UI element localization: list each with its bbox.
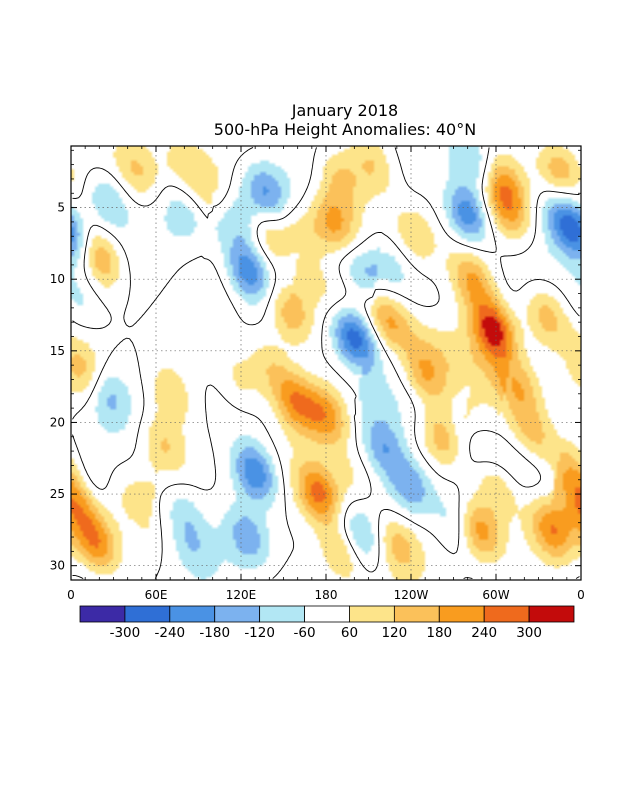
zero-contour-path bbox=[72, 147, 580, 580]
colorbar-label: -300 bbox=[110, 625, 141, 641]
y-tick-label: 25 bbox=[50, 487, 65, 501]
colorbar-swatch bbox=[169, 605, 216, 623]
plot-area bbox=[71, 146, 581, 580]
y-tick-label: 30 bbox=[50, 559, 65, 573]
colorbar-swatch bbox=[79, 605, 126, 623]
colorbar-label: -240 bbox=[154, 625, 185, 641]
colorbar-label: 300 bbox=[516, 625, 542, 641]
y-tick-label: 15 bbox=[50, 344, 65, 358]
chart-title: January 2018 bbox=[291, 101, 398, 120]
grid-lines bbox=[71, 146, 581, 580]
x-tick-label: 60E bbox=[145, 588, 168, 602]
x-tick-label: 120W bbox=[394, 588, 429, 602]
colorbar-swatch bbox=[528, 605, 575, 623]
colorbar-label: 240 bbox=[471, 625, 497, 641]
colorbar-swatch bbox=[304, 605, 350, 623]
y-tick-label: 5 bbox=[57, 201, 65, 215]
colorbar-label: 180 bbox=[426, 625, 452, 641]
colorbar: -300 -240 -180 -120 -60 60 120 180 240 300 bbox=[79, 605, 575, 641]
colorbar-swatch bbox=[483, 605, 530, 623]
x-tick-label: 0 bbox=[577, 588, 585, 602]
y-tick-label: 20 bbox=[50, 415, 65, 429]
x-tick-label: 180 bbox=[315, 588, 338, 602]
x-tick-label: 120E bbox=[226, 588, 257, 602]
colorbar-swatch bbox=[259, 605, 305, 623]
colorbar-swatch bbox=[349, 605, 395, 623]
colorbar-swatch bbox=[393, 605, 440, 623]
colorbar-label: -180 bbox=[199, 625, 230, 641]
y-axis: 5 10 15 20 25 30 bbox=[50, 149, 581, 581]
y-tick-label: 10 bbox=[50, 272, 65, 286]
x-tick-label: 60W bbox=[482, 588, 509, 602]
colorbar-swatch bbox=[214, 605, 261, 623]
zero-contour-lines bbox=[72, 147, 580, 580]
x-tick-label: 0 bbox=[67, 588, 75, 602]
colorbar-label: -120 bbox=[244, 625, 275, 641]
chart-subtitle: 500-hPa Height Anomalies: 40°N bbox=[214, 120, 476, 139]
colorbar-label: 60 bbox=[341, 625, 358, 641]
colorbar-swatch bbox=[124, 605, 171, 623]
x-axis: 0 60E 120E 180 120W 60W 0 bbox=[67, 146, 585, 602]
colorbar-swatch bbox=[438, 605, 485, 623]
colorbar-label: -60 bbox=[294, 625, 316, 641]
colorbar-label: 120 bbox=[381, 625, 407, 641]
